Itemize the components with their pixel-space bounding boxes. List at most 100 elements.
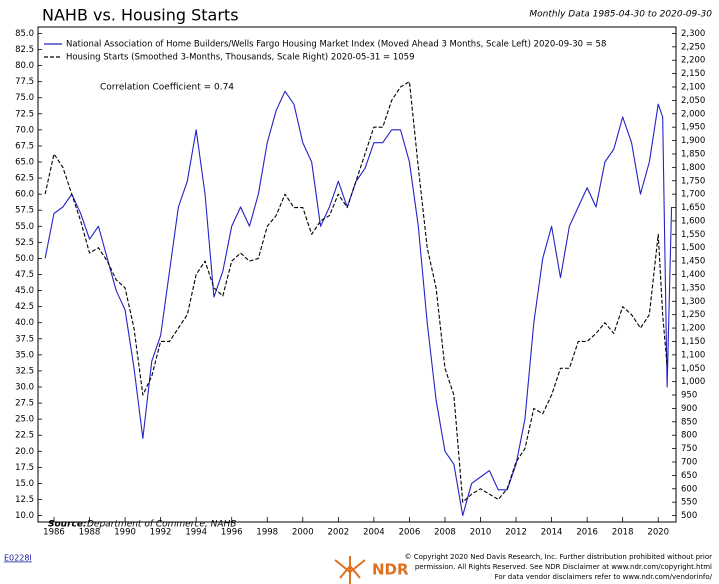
x-tick-label: 2016: [576, 528, 598, 538]
y-tick-label: 17.5: [15, 463, 34, 473]
y2-tick-label: 1,200: [681, 324, 705, 334]
y-tick-label: 32.5: [15, 366, 34, 376]
y2-tick-label: 2,050: [681, 96, 705, 106]
y-tick-label: 42.5: [15, 302, 34, 312]
y-tick-label: 12.5: [15, 495, 34, 505]
y2-tick-label: 1,400: [681, 270, 705, 280]
series-line: [44, 81, 668, 503]
y2-tick-label: 2,150: [681, 69, 705, 79]
y2-tick-label: 1,950: [681, 123, 705, 133]
x-tick-label: 1994: [185, 528, 207, 538]
y2-tick-label: 1,100: [681, 350, 705, 360]
y2-tick-label: 1,650: [681, 203, 705, 213]
y-tick-label: 52.5: [15, 238, 34, 248]
y2-tick-label: 850: [681, 417, 697, 427]
y-tick-label: 10.0: [15, 511, 34, 521]
y-tick-label: 70.0: [15, 125, 34, 135]
y-tick-label: 72.5: [15, 109, 34, 119]
y-tick-label: 62.5: [15, 174, 34, 184]
x-tick-label: 1990: [114, 528, 136, 538]
y-tick-label: 22.5: [15, 431, 34, 441]
y2-tick-label: 1,450: [681, 257, 705, 267]
logo: NDR: [334, 556, 409, 584]
y2-tick-label: 650: [681, 471, 697, 481]
copyright-line: permission. All Rights Reserved. See NDR…: [415, 563, 712, 571]
y-tick-label: 27.5: [15, 399, 34, 409]
x-tick-label: 2014: [541, 528, 563, 538]
x-tick-label: 1996: [221, 528, 243, 538]
series-line: [44, 90, 673, 517]
y-tick-label: 35.0: [15, 350, 34, 360]
x-tick-label: 1988: [79, 528, 101, 538]
logo-text: NDR: [372, 561, 409, 579]
source: Department of Commerce, NAHB: [87, 520, 236, 530]
y2-tick-label: 1,800: [681, 163, 705, 173]
y-tick-label: 82.5: [15, 45, 34, 55]
y-tick-label: 85.0: [15, 29, 34, 39]
y-tick-label: 30.0: [15, 383, 34, 393]
x-tick-label: 1992: [150, 528, 172, 538]
x-tick-label: 2018: [612, 528, 634, 538]
y2-tick-label: 1,300: [681, 297, 705, 307]
y-tick-label: 80.0: [15, 61, 34, 71]
y-tick-label: 65.0: [15, 158, 34, 168]
y-tick-label: 57.5: [15, 206, 34, 216]
y2-tick-label: 950: [681, 391, 697, 401]
y2-tick-label: 1,050: [681, 364, 705, 374]
y2-tick-label: 1,600: [681, 216, 705, 226]
y2-tick-label: 1,350: [681, 283, 705, 293]
chart-code: E0228I: [4, 554, 32, 563]
y-tick-label: 77.5: [15, 77, 34, 87]
legend-label: National Association of Home Builders/We…: [66, 40, 606, 50]
x-tick-label: 2000: [292, 528, 314, 538]
x-tick-label: 1986: [43, 528, 65, 538]
logo-mark: [334, 556, 366, 584]
legend-label: Housing Starts (Smoothed 3-Months, Thous…: [66, 53, 414, 63]
y2-tick-label: 600: [681, 484, 697, 494]
y-tick-label: 40.0: [15, 318, 34, 328]
source-label: Source:: [48, 520, 87, 530]
x-tick-label: 2020: [647, 528, 669, 538]
y-tick-label: 25.0: [15, 415, 34, 425]
x-tick-label: 2006: [399, 528, 421, 538]
y2-tick-label: 2,200: [681, 56, 705, 66]
y2-tick-label: 1,000: [681, 377, 705, 387]
y2-tick-label: 1,700: [681, 190, 705, 200]
y2-tick-label: 2,000: [681, 109, 705, 119]
y-tick-label: 37.5: [15, 334, 34, 344]
x-tick-label: 2008: [434, 528, 456, 538]
chart-subtitle: Monthly Data 1985-04-30 to 2020-09-30: [529, 10, 712, 20]
y2-tick-label: 500: [681, 511, 697, 521]
x-tick-label: 1998: [256, 528, 278, 538]
y2-tick-label: 1,900: [681, 136, 705, 146]
y2-tick-label: 550: [681, 498, 697, 508]
x-tick-label: 2002: [328, 528, 350, 538]
y2-tick-label: 2,300: [681, 29, 705, 39]
y-tick-label: 20.0: [15, 447, 34, 457]
y2-tick-label: 1,250: [681, 310, 705, 320]
y2-tick-label: 1,150: [681, 337, 705, 347]
y2-tick-label: 1,750: [681, 176, 705, 186]
y-tick-label: 15.0: [15, 479, 34, 489]
x-tick-label: 2012: [505, 528, 527, 538]
y-tick-label: 50.0: [15, 254, 34, 264]
y-tick-label: 75.0: [15, 93, 34, 103]
chart-title: NAHB vs. Housing Starts: [42, 6, 239, 25]
y-tick-label: 67.5: [15, 141, 34, 151]
y-tick-label: 45.0: [15, 286, 34, 296]
y2-tick-label: 750: [681, 444, 697, 454]
copyright-line: For data vendor disclaimers refer to www…: [495, 573, 713, 581]
y2-tick-label: 700: [681, 458, 697, 468]
y-tick-label: 60.0: [15, 190, 34, 200]
copyright-line: © Copyright 2020 Ned Davis Research, Inc…: [405, 553, 713, 561]
annotation: Correlation Coefficient = 0.74: [100, 83, 234, 93]
y-tick-label: 55.0: [15, 222, 34, 232]
x-tick-label: 2004: [363, 528, 385, 538]
y2-tick-label: 1,850: [681, 149, 705, 159]
x-tick-label: 2010: [470, 528, 492, 538]
y2-tick-label: 2,100: [681, 83, 705, 93]
y2-tick-label: 1,550: [681, 230, 705, 240]
y2-tick-label: 800: [681, 431, 697, 441]
